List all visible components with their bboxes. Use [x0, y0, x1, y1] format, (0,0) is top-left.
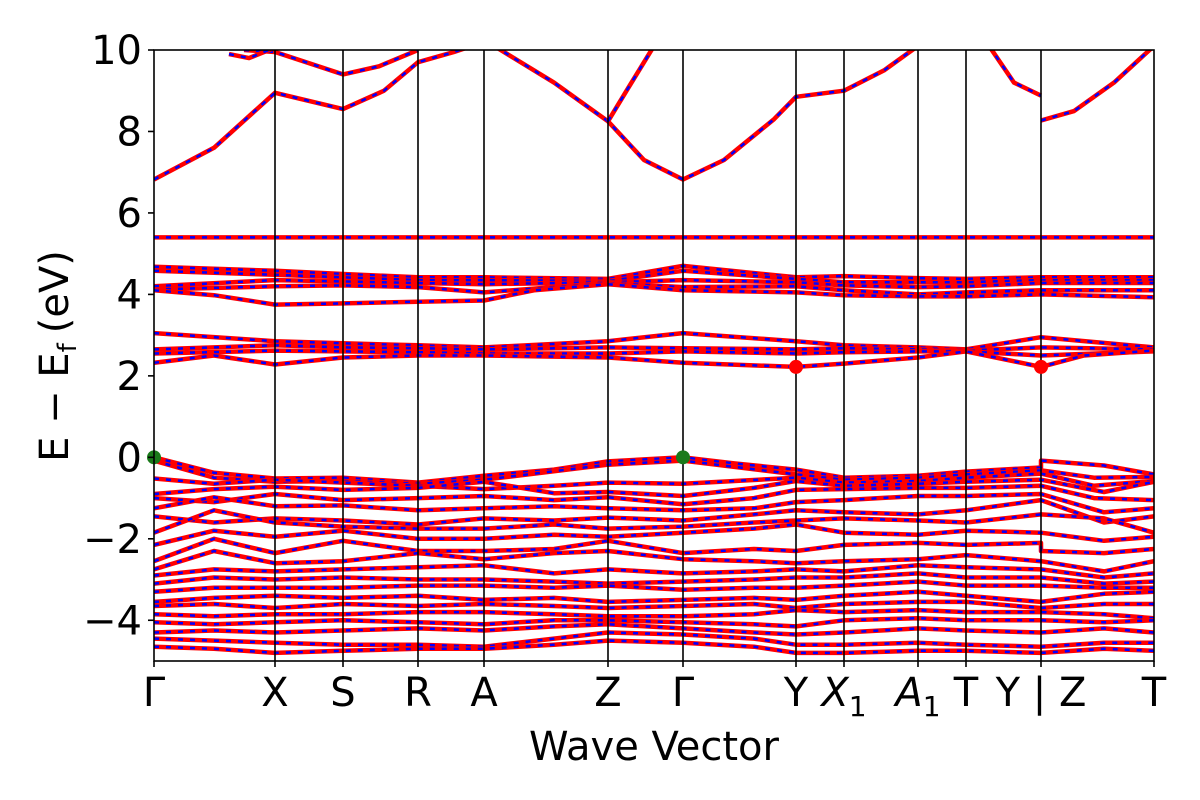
kpoint-label-0: Γ: [143, 670, 166, 716]
kpoint-label-9-sub: 1: [923, 690, 941, 723]
kpoint-label-7: Y: [783, 670, 809, 716]
kpoint-label-8-sub: 1: [849, 690, 867, 723]
y-axis-ticks: −4 −2 0 2 4 6 8 10: [83, 28, 154, 644]
bands-layer: [154, 50, 1154, 656]
band-1: [243, 50, 419, 77]
band-4-overlay: [606, 50, 653, 122]
band-6-overlay: [1040, 50, 1152, 122]
band-3-overlay: [498, 50, 915, 181]
band-6: [1040, 50, 1153, 123]
kpoint-label-12-main: T: [1141, 670, 1167, 716]
kpoint-label-8: X1: [819, 670, 866, 723]
kpoint-label-7-main: Y: [783, 670, 809, 716]
kpoint-label-8-main: X: [819, 670, 850, 716]
y-tick-label-1: −2: [83, 517, 142, 563]
kpoint-lines: [274, 50, 1042, 661]
band-26-overlay: [154, 537, 1154, 563]
band-2-overlay: [228, 50, 273, 60]
kpoint-label-2: S: [330, 670, 355, 716]
band-0-overlay: [154, 50, 464, 181]
y-axis-label-unit: (eV): [32, 250, 78, 333]
kpoint-label-11: Y | Z: [995, 670, 1087, 716]
kpoint-label-6: Γ: [672, 670, 695, 716]
band-edge-markers: [147, 359, 1048, 465]
kpoint-label-12: T: [1141, 670, 1167, 716]
kpoint-label-5: Z: [594, 670, 621, 716]
band-19-overlay: [154, 472, 1154, 491]
marker-vbm-1: [676, 450, 690, 465]
band-24-overlay: [154, 509, 1154, 534]
band-5-overlay: [990, 50, 1042, 97]
y-tick-label-3: 2: [117, 354, 142, 400]
kpoint-label-1: X: [261, 670, 288, 716]
kpoint-label-0-main: Γ: [143, 670, 166, 716]
y-axis-label-main: E − E: [32, 352, 78, 462]
band-33: [154, 607, 1154, 621]
band-27-overlay: [154, 549, 1154, 573]
kpoint-label-2-main: S: [330, 670, 355, 716]
kpoint-label-10-main: T: [953, 670, 979, 716]
marker-cbm-2: [789, 359, 803, 374]
band-15: [154, 348, 1154, 358]
x-axis-label: Wave Vector: [529, 724, 780, 770]
kpoint-label-4-main: A: [470, 670, 498, 716]
y-tick-label-0: −4: [83, 598, 142, 644]
y-tick-label-7: 10: [91, 28, 142, 74]
kpoint-label-9: A1: [892, 670, 940, 723]
kpoint-label-9-main: A: [892, 670, 922, 716]
kpoint-label-4: A: [470, 670, 498, 716]
kpoint-label-1-main: X: [261, 670, 288, 716]
kpoint-label-3-main: R: [404, 670, 432, 716]
kpoint-label-10: T: [953, 670, 979, 716]
y-tick-label-6: 8: [117, 109, 142, 155]
y-axis-label-sub: f: [53, 342, 83, 352]
band-29: [154, 571, 1154, 586]
y-tick-label-4: 4: [117, 272, 142, 318]
kpoint-label-6-main: Γ: [672, 670, 695, 716]
y-axis-label: E − Ef (eV): [32, 250, 83, 462]
band-31: [154, 589, 1154, 605]
band-5: [989, 50, 1042, 98]
marker-cbm-3: [1034, 359, 1048, 374]
kpoint-label-3: R: [404, 670, 432, 716]
kpoint-label-11-main: Y | Z: [995, 670, 1087, 716]
kpoint-label-5-main: Z: [594, 670, 621, 716]
band-0: [154, 50, 467, 182]
band-36: [154, 630, 1154, 649]
y-tick-label-5: 6: [117, 191, 142, 237]
plot-frame: [153, 49, 1155, 662]
y-tick-label-2: 0: [117, 435, 142, 481]
band-3: [496, 50, 917, 182]
